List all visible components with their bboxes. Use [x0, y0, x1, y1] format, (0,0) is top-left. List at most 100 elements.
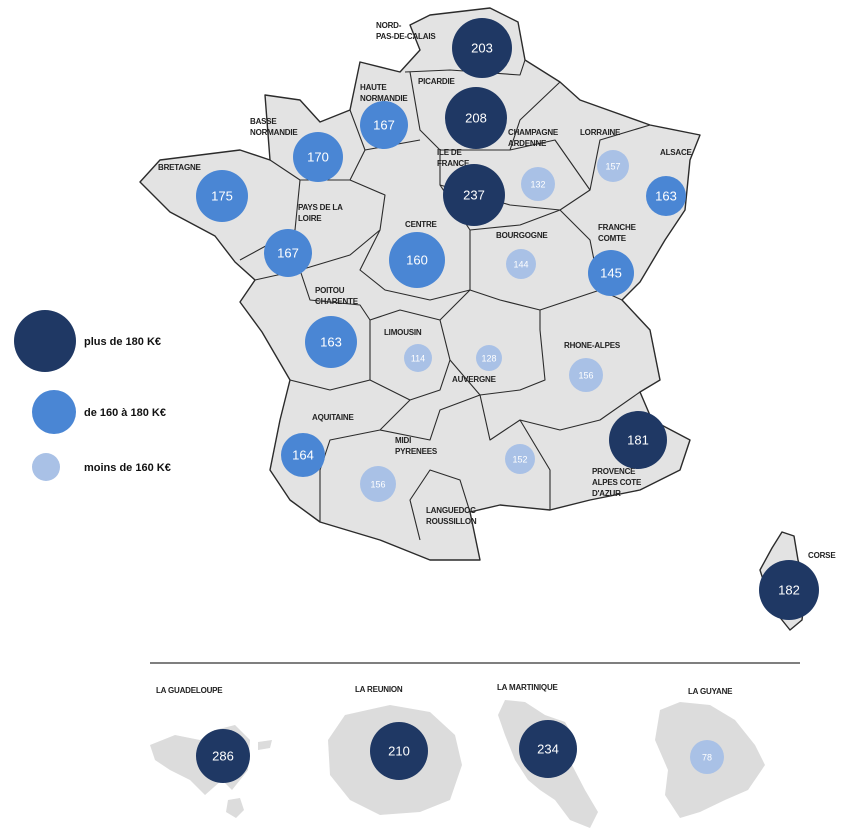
region-label: ILE DE	[437, 148, 462, 157]
region-bubble	[505, 444, 535, 474]
region-bubble	[476, 345, 502, 371]
region-bubble	[264, 229, 312, 277]
region-label: CENTRE	[405, 220, 438, 229]
region-bubble	[196, 729, 250, 783]
region-bubble	[445, 87, 507, 149]
region-border	[239, 179, 301, 261]
region-bubble	[609, 411, 667, 469]
legend-label: plus de 180 K€	[84, 336, 161, 348]
region-label: PYRENEES	[395, 447, 438, 456]
region-border	[409, 469, 471, 541]
region-value: 167	[277, 245, 299, 260]
region-value: 203	[471, 40, 493, 55]
region-bubble	[588, 250, 634, 296]
region-label: D'AZUR	[592, 489, 621, 498]
guadeloupe-islet	[226, 798, 244, 818]
region-label: BRETAGNE	[158, 163, 202, 172]
region-value: 132	[530, 179, 545, 189]
legend-swatch	[32, 390, 76, 434]
region-value: 145	[600, 265, 622, 280]
region-label: LANGUEDOC	[426, 506, 476, 515]
region-bubble	[360, 101, 408, 149]
region-bubble	[519, 720, 577, 778]
legend-swatch	[32, 453, 60, 481]
region-label: NORD-	[376, 21, 402, 30]
region-label: LA MARTINIQUE	[497, 683, 559, 692]
region-label: NORMANDIE	[250, 128, 298, 137]
region-label: CHARENTE	[315, 297, 359, 306]
region-value: 163	[320, 334, 342, 349]
region-label: PROVENCE	[592, 467, 636, 476]
region-value: 208	[465, 110, 487, 125]
region-label: PAS-DE-CALAIS	[376, 32, 436, 41]
region-value: 181	[627, 432, 649, 447]
legend-swatch	[14, 310, 76, 372]
region-label: ARDENNE	[508, 139, 547, 148]
region-value: 144	[513, 259, 528, 269]
region-value: 175	[211, 188, 233, 203]
region-bubble	[506, 249, 536, 279]
region-value: 114	[411, 353, 425, 363]
region-label: LA REUNION	[355, 685, 403, 694]
region-bubble	[597, 150, 629, 182]
region-value: 128	[481, 353, 496, 363]
region-label: ALSACE	[660, 148, 693, 157]
region-label: RHONE-ALPES	[564, 341, 621, 350]
region-value: 237	[463, 187, 485, 202]
region-label: AQUITAINE	[312, 413, 354, 422]
region-bubble	[305, 316, 357, 368]
region-bubble	[389, 232, 445, 288]
region-label: LOIRE	[298, 214, 322, 223]
region-bubble	[360, 466, 396, 502]
region-value: 78	[702, 752, 712, 762]
region-label: LA GUADELOUPE	[156, 686, 223, 695]
region-label: BOURGOGNE	[496, 231, 548, 240]
region-value: 234	[537, 741, 559, 756]
region-value: 156	[578, 370, 593, 380]
region-value: 152	[512, 454, 527, 464]
legend: plus de 180 K€ de 160 à 180 K€ moins de 16…	[14, 310, 171, 481]
region-bubble	[196, 170, 248, 222]
region-bubble	[521, 167, 555, 201]
region-label: CORSE	[808, 551, 836, 560]
region-border	[519, 419, 551, 510]
region-border	[449, 310, 546, 396]
region-bubble	[281, 433, 325, 477]
region-border	[439, 289, 601, 321]
region-border	[509, 139, 591, 191]
region-label: PICARDIE	[418, 77, 455, 86]
region-value: 163	[655, 188, 677, 203]
region-label: POITOU	[315, 286, 345, 295]
region-label: ALPES COTE	[592, 478, 642, 487]
region-bubble	[569, 358, 603, 392]
legend-label: de 160 à 180 K€	[84, 407, 166, 419]
region-value: 170	[307, 149, 329, 164]
region-border	[409, 71, 561, 151]
region-border	[379, 391, 641, 441]
region-value: 286	[212, 748, 234, 763]
region-label: FRANCHE	[598, 223, 637, 232]
region-label: COMTE	[598, 234, 627, 243]
region-value: 182	[778, 582, 800, 597]
bubbles: NORD- PAS-DE-CALAIS 203 PICARDIE 208 HAUTE NOR…	[156, 18, 837, 783]
region-label: LORRAINE	[580, 128, 621, 137]
region-bubble	[404, 344, 432, 372]
region-value: 157	[605, 161, 620, 171]
region-label: CHAMPAGNE	[508, 128, 559, 137]
region-label: NORMANDIE	[360, 94, 408, 103]
region-label: LIMOUSIN	[384, 328, 422, 337]
legend-label: moins de 160 K€	[84, 462, 171, 474]
region-label: HAUTE	[360, 83, 387, 92]
region-bubble	[443, 164, 505, 226]
region-border	[319, 399, 411, 522]
region-bubble	[646, 176, 686, 216]
region-border	[469, 209, 561, 231]
region-label: LA GUYANE	[688, 687, 733, 696]
region-bubble	[293, 132, 343, 182]
region-bubble	[690, 740, 724, 774]
region-label: BASSE	[250, 117, 277, 126]
region-value: 160	[406, 252, 428, 267]
region-label: AUVERGNE	[452, 375, 497, 384]
